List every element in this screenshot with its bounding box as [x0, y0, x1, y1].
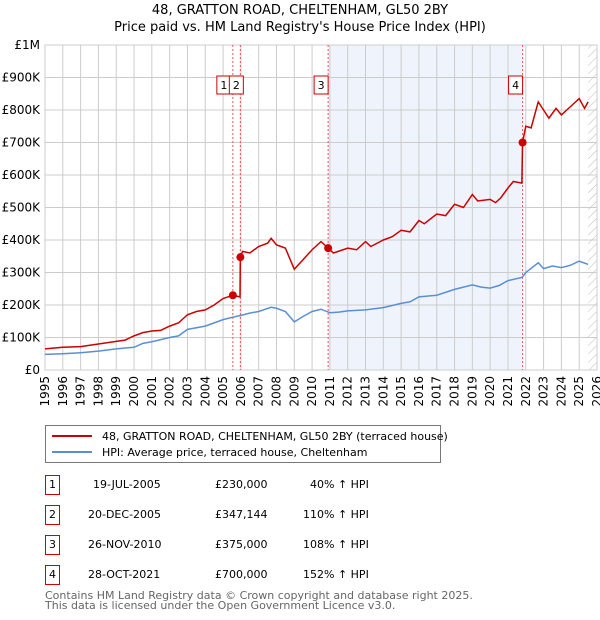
legend-item-hpi: HPI: Average price, terraced house, Chel…	[46, 444, 367, 460]
sale-label: 1	[220, 79, 227, 92]
sale-point	[324, 244, 333, 253]
x-tick-label: 2009	[287, 376, 301, 407]
x-tick-label: 2021	[501, 376, 515, 407]
sale-label-box	[228, 75, 244, 95]
x-tick-label: 1999	[109, 376, 123, 407]
sale-price: £347,144	[215, 508, 268, 521]
x-tick-label: 2007	[252, 376, 266, 407]
sale-row: 2 20-DEC-2005 £347,144 110% ↑ HPI	[45, 505, 445, 525]
x-tick-label: 2000	[127, 376, 141, 407]
y-tick-label: £100K	[2, 331, 42, 345]
sale-hpi: 108% ↑ HPI	[303, 538, 369, 551]
y-tick-label: £800K	[2, 103, 42, 117]
sale-price: £375,000	[215, 538, 268, 551]
legend-label: HPI: Average price, terraced house, Chel…	[102, 445, 368, 459]
chart-plot: £0 £100K £200K £300K £400K £500K £600K £700K £80…	[2, 38, 600, 407]
y-tick-label: £1M	[14, 38, 40, 52]
x-tick-label: 2018	[448, 376, 462, 407]
chart-title: 48, GRATTON ROAD, CHELTENHAM, GL50 2BY	[151, 3, 449, 18]
x-tick-label: 2013	[359, 376, 373, 407]
x-tick-label: 2012	[341, 376, 355, 407]
x-tick-label: 2005	[216, 376, 230, 407]
x-tick-label: 1997	[74, 376, 88, 407]
x-tick-label: 2025	[572, 376, 586, 407]
x-tick-label: 2014	[376, 376, 390, 407]
legend-item-property: 48, GRATTON ROAD, CHELTENHAM, GL50 2BY (…	[46, 428, 448, 444]
sale-hpi: 152% ↑ HPI	[303, 568, 369, 581]
sale-row: 3 26-NOV-2010 £375,000 108% ↑ HPI	[45, 535, 445, 555]
x-tick-label: 2016	[412, 376, 426, 407]
sale-label: 4	[512, 79, 519, 92]
x-tick-label: 2006	[234, 376, 248, 407]
y-tick-label: £300K	[2, 266, 42, 280]
legend-swatch-red	[52, 435, 92, 437]
x-tick-label: 2004	[198, 376, 212, 407]
sale-label-box	[313, 75, 329, 95]
x-tick-label: 2011	[323, 376, 337, 407]
y-tick-label: £600K	[2, 168, 42, 182]
x-tick-label: 2015	[394, 376, 408, 407]
y-tick-label: £400K	[2, 233, 42, 247]
x-tick-label: 2019	[465, 376, 479, 407]
sale-row: 4 28-OCT-2021 £700,000 152% ↑ HPI	[45, 565, 445, 585]
legend-swatch-blue	[52, 451, 92, 453]
chart-subtitle: Price paid vs. HM Land Registry's House …	[114, 20, 486, 35]
sale-label: 2	[233, 79, 240, 92]
sale-number: 4	[45, 565, 60, 585]
sale-date: 26-NOV-2010	[88, 538, 162, 551]
sale-row: 1 19-JUL-2005 £230,000 40% ↑ HPI	[45, 475, 445, 495]
x-tick-label: 2001	[145, 376, 159, 407]
sale-date: 28-OCT-2021	[88, 568, 161, 581]
sale-date: 19-JUL-2005	[93, 478, 161, 491]
sale-price: £700,000	[215, 568, 268, 581]
x-tick-label: 2017	[430, 376, 444, 407]
sale-number: 3	[45, 535, 60, 555]
x-tick-label: 2008	[269, 376, 283, 407]
series-line	[44, 260, 589, 356]
legend-label: 48, GRATTON ROAD, CHELTENHAM, GL50 2BY (…	[102, 429, 448, 443]
x-tick-label: 1995	[38, 376, 52, 407]
sale-point	[228, 291, 237, 300]
y-tick-label: £500K	[2, 201, 42, 215]
x-tick-label: 2022	[519, 376, 533, 407]
y-tick-label: £700K	[2, 136, 42, 150]
footer-line-1: Contains HM Land Registry data © Crown c…	[45, 589, 473, 602]
sale-point	[236, 253, 245, 262]
x-tick-label: 2010	[305, 376, 319, 407]
sale-number: 2	[45, 505, 60, 525]
x-tick-label: 2023	[537, 376, 551, 407]
x-tick-label: 2003	[180, 376, 194, 407]
plot-border	[44, 44, 598, 371]
y-tick-label: £200K	[2, 298, 42, 312]
x-tick-label: 2020	[483, 376, 497, 407]
sale-point	[518, 138, 527, 147]
y-tick-label: £900K	[2, 71, 42, 85]
sale-label-box	[508, 75, 524, 95]
sale-label: 3	[318, 79, 325, 92]
sale-hpi: 110% ↑ HPI	[303, 508, 369, 521]
y-tick-label: £0	[25, 363, 40, 377]
x-tick-label: 1996	[56, 376, 70, 407]
legend: 48, GRATTON ROAD, CHELTENHAM, GL50 2BY (…	[45, 425, 448, 463]
x-tick-label: 1998	[91, 376, 105, 407]
sale-hpi: 40% ↑ HPI	[310, 478, 369, 491]
sale-date: 20-DEC-2005	[88, 508, 162, 521]
x-tick-label: 2024	[554, 376, 568, 407]
sale-price: £230,000	[215, 478, 268, 491]
sale-number: 1	[45, 475, 60, 495]
footer-line-2: This data is licensed under the Open Gov…	[45, 599, 396, 612]
x-tick-label: 2026	[590, 376, 600, 407]
x-tick-label: 2002	[163, 376, 177, 407]
